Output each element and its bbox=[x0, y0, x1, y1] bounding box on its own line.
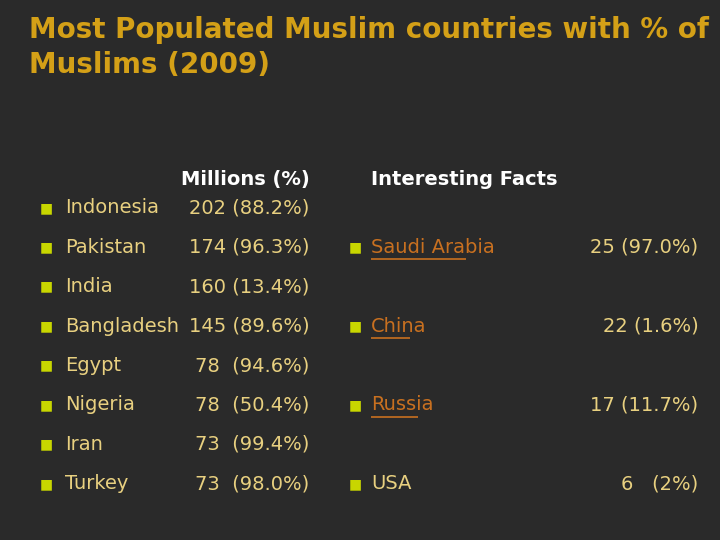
Text: Russia: Russia bbox=[371, 395, 433, 415]
Text: Iran: Iran bbox=[65, 435, 103, 454]
Text: Egypt: Egypt bbox=[65, 356, 121, 375]
Text: USA: USA bbox=[371, 474, 411, 494]
Text: ■: ■ bbox=[40, 477, 53, 491]
Text: 73  (99.4%): 73 (99.4%) bbox=[195, 435, 310, 454]
Text: ■: ■ bbox=[40, 201, 53, 215]
Text: ■: ■ bbox=[349, 240, 362, 254]
Text: 25 (97.0%): 25 (97.0%) bbox=[590, 238, 698, 257]
Text: Nigeria: Nigeria bbox=[65, 395, 135, 415]
Text: China: China bbox=[371, 316, 426, 336]
Text: 78  (94.6%): 78 (94.6%) bbox=[195, 356, 310, 375]
Text: Bangladesh: Bangladesh bbox=[65, 316, 179, 336]
Text: ■: ■ bbox=[40, 359, 53, 373]
Text: ■: ■ bbox=[349, 398, 362, 412]
Text: 160 (13.4%): 160 (13.4%) bbox=[189, 277, 310, 296]
Text: ■: ■ bbox=[40, 398, 53, 412]
Text: Most Populated Muslim countries with % of
Muslims (2009): Most Populated Muslim countries with % o… bbox=[29, 16, 708, 79]
Text: ■: ■ bbox=[349, 319, 362, 333]
Text: 22 (1.6%): 22 (1.6%) bbox=[603, 316, 698, 336]
Text: 17 (11.7%): 17 (11.7%) bbox=[590, 395, 698, 415]
Text: 6   (2%): 6 (2%) bbox=[621, 474, 698, 494]
Text: 78  (50.4%): 78 (50.4%) bbox=[195, 395, 310, 415]
Text: ■: ■ bbox=[349, 477, 362, 491]
Text: 174 (96.3%): 174 (96.3%) bbox=[189, 238, 310, 257]
Text: ■: ■ bbox=[40, 437, 53, 451]
Text: Saudi Arabia: Saudi Arabia bbox=[371, 238, 495, 257]
Text: ■: ■ bbox=[40, 280, 53, 294]
Text: Pakistan: Pakistan bbox=[65, 238, 146, 257]
Text: India: India bbox=[65, 277, 112, 296]
Text: 73  (98.0%): 73 (98.0%) bbox=[195, 474, 310, 494]
Text: ■: ■ bbox=[40, 319, 53, 333]
Text: Millions (%): Millions (%) bbox=[181, 170, 310, 189]
Text: Interesting Facts: Interesting Facts bbox=[371, 170, 557, 189]
Text: Indonesia: Indonesia bbox=[65, 198, 159, 218]
Text: Turkey: Turkey bbox=[65, 474, 128, 494]
Text: ■: ■ bbox=[40, 240, 53, 254]
Text: 202 (88.2%): 202 (88.2%) bbox=[189, 198, 310, 218]
Text: 145 (89.6%): 145 (89.6%) bbox=[189, 316, 310, 336]
